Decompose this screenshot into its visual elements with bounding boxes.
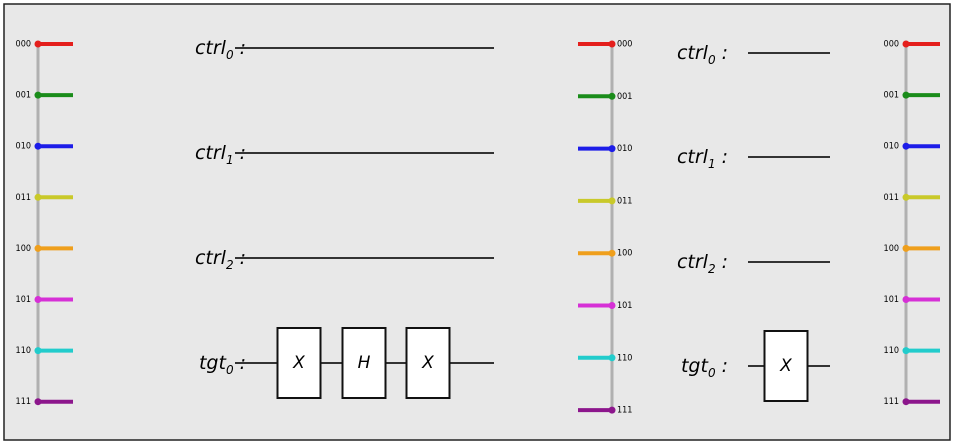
wire-separator: : (722, 251, 728, 273)
state-dot (608, 302, 616, 309)
state-label: 000 (16, 40, 31, 50)
wire-separator: : (240, 352, 246, 374)
state-dot (902, 347, 910, 355)
wire-name: ctrl (195, 142, 227, 164)
state-label: 101 (617, 301, 632, 311)
state-dot (34, 296, 42, 303)
gate-label: X (292, 353, 305, 373)
wire-index: 1 (708, 157, 716, 171)
wire-separator: : (722, 355, 728, 377)
wire-name: ctrl (677, 251, 709, 273)
state-label: 110 (617, 353, 632, 363)
state-dot (902, 91, 910, 99)
state-label: 000 (884, 40, 899, 50)
wire-index: 0 (226, 363, 234, 377)
wire-separator: : (722, 42, 728, 64)
wire-name: tgt (681, 355, 710, 377)
state-label: 111 (617, 406, 632, 416)
state-dot (608, 197, 616, 205)
state-dot (608, 40, 616, 48)
wire-label: ctrl2: (677, 251, 728, 276)
gate-box (341, 327, 387, 399)
wire-index: 0 (226, 48, 234, 62)
state-label: 111 (16, 397, 31, 407)
wire-name: tgt (199, 352, 228, 374)
state-label: 010 (16, 142, 31, 152)
wire-index: 0 (708, 53, 716, 67)
state-dot (902, 244, 910, 252)
gate-label: X (779, 356, 792, 376)
state-label: 001 (617, 92, 632, 102)
state-dot (34, 40, 42, 48)
gate-box (276, 327, 322, 399)
state-label: 110 (16, 346, 31, 356)
state-label: 011 (16, 193, 31, 203)
state-dot (902, 398, 910, 406)
state-label: 100 (617, 249, 632, 259)
wire-label: ctrl1: (195, 142, 246, 167)
state-dot (902, 40, 910, 48)
state-dot (608, 249, 616, 257)
state-dot (34, 398, 42, 406)
wire-label: ctrl2: (195, 247, 246, 272)
wire-label: ctrl0: (195, 37, 246, 62)
state-label: 001 (16, 91, 31, 101)
state-label: 110 (884, 346, 899, 356)
state-dot (34, 91, 42, 99)
state-label: 100 (16, 244, 31, 254)
wire-name: ctrl (195, 247, 227, 269)
state-label: 011 (617, 196, 632, 206)
wire-label: ctrl0: (677, 42, 728, 67)
wire-label: tgt0: (681, 355, 728, 380)
wire-index: 0 (708, 366, 716, 380)
state-label: 010 (884, 142, 899, 152)
wire-name: ctrl (677, 42, 709, 64)
state-dot (608, 354, 616, 362)
state-dot (34, 142, 42, 150)
state-dot (902, 193, 910, 201)
state-label: 011 (884, 193, 899, 203)
gate-label: X (421, 353, 434, 373)
wire-label: ctrl1: (677, 146, 728, 171)
state-dot (608, 406, 616, 414)
wire-name: ctrl (195, 37, 227, 59)
gate-box (405, 327, 451, 399)
wire-index: 1 (226, 153, 234, 167)
state-label: 100 (884, 244, 899, 254)
state-label: 111 (884, 397, 899, 407)
gate-box (763, 330, 809, 402)
wire-separator: : (240, 142, 246, 164)
wire-index: 2 (708, 262, 716, 276)
state-dot (902, 142, 910, 150)
state-dot (608, 145, 616, 153)
gate-label: H (358, 353, 371, 373)
state-dot (34, 347, 42, 355)
wire-separator: : (240, 37, 246, 59)
wire-index: 2 (226, 258, 234, 272)
state-dot (34, 244, 42, 252)
state-dot (608, 92, 616, 100)
wire-name: ctrl (677, 146, 709, 168)
state-label: 010 (617, 144, 632, 154)
state-label: 000 (617, 40, 632, 50)
wire-separator: : (240, 247, 246, 269)
state-label: 101 (16, 295, 31, 305)
state-label: 101 (884, 295, 899, 305)
state-dot (902, 296, 910, 303)
state-dot (34, 193, 42, 201)
wire-separator: : (722, 146, 728, 168)
wire-label: tgt0: (199, 352, 246, 377)
state-label: 001 (884, 91, 899, 101)
